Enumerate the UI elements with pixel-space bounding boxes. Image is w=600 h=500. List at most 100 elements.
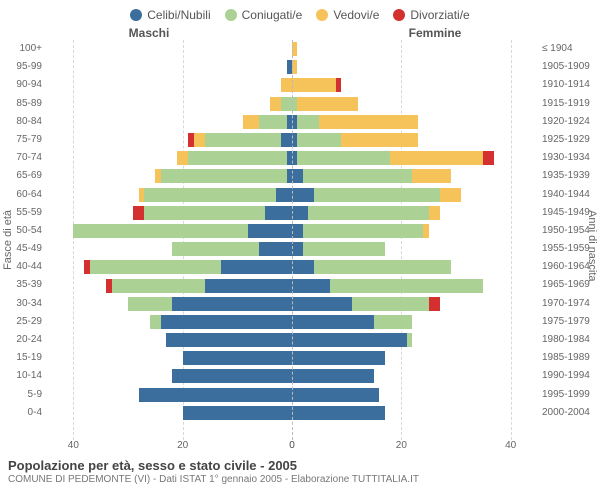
bar-row	[46, 113, 292, 131]
bar-row	[46, 186, 292, 204]
birth-year-tick: ≤ 1904	[538, 40, 600, 58]
age-tick: 100+	[0, 40, 46, 58]
bar-segment	[177, 151, 188, 165]
birth-year-tick: 1970-1974	[538, 295, 600, 313]
bar-segment	[292, 369, 374, 383]
bar-row	[46, 58, 292, 76]
legend-label: Vedovi/e	[333, 8, 379, 22]
birth-year-tick: 1980-1984	[538, 331, 600, 349]
bar-segment	[276, 188, 292, 202]
bar-segment	[292, 242, 303, 256]
bar-row	[292, 149, 538, 167]
bar-row	[46, 95, 292, 113]
age-tick: 75-79	[0, 131, 46, 149]
bar-segment	[374, 315, 412, 329]
bar-segment	[194, 133, 205, 147]
age-tick: 20-24	[0, 331, 46, 349]
bar-segment	[390, 151, 483, 165]
birth-year-tick: 1965-1969	[538, 276, 600, 294]
bar-segment	[303, 242, 385, 256]
bar-row	[292, 113, 538, 131]
bar-segment	[330, 279, 483, 293]
bar-segment	[292, 188, 314, 202]
age-tick: 70-74	[0, 149, 46, 167]
age-tick: 95-99	[0, 58, 46, 76]
females-half	[292, 40, 538, 440]
legend-item: Divorziati/e	[393, 8, 469, 22]
bar-segment	[144, 188, 275, 202]
birth-year-tick: 1910-1914	[538, 76, 600, 94]
bar-segment	[319, 115, 417, 129]
x-tick: 40	[505, 440, 516, 451]
header-male: Maschi	[46, 26, 292, 40]
legend: Celibi/NubiliConiugati/eVedovi/eDivorzia…	[0, 0, 600, 26]
age-axis: 100+95-9990-9485-8980-8475-7970-7465-696…	[0, 40, 46, 440]
bar-row	[46, 40, 292, 58]
bar-segment	[205, 133, 282, 147]
bar-segment	[292, 78, 336, 92]
bar-row	[292, 295, 538, 313]
age-tick: 15-19	[0, 349, 46, 367]
bar-segment	[303, 169, 412, 183]
bar-segment	[297, 151, 390, 165]
bar-segment	[183, 406, 292, 420]
bar-row	[46, 222, 292, 240]
age-tick: 85-89	[0, 95, 46, 113]
chart-title: Popolazione per età, sesso e stato civil…	[8, 458, 592, 473]
bar-segment	[292, 279, 330, 293]
bar-row	[292, 386, 538, 404]
bar-segment	[144, 206, 264, 220]
bar-row	[46, 167, 292, 185]
legend-item: Coniugati/e	[225, 8, 303, 22]
header-female: Femmine	[292, 26, 538, 40]
age-tick: 55-59	[0, 204, 46, 222]
bar-segment	[221, 260, 292, 274]
birth-year-tick: 1950-1954	[538, 222, 600, 240]
bar-segment	[412, 169, 450, 183]
bar-row	[46, 240, 292, 258]
bar-segment	[308, 206, 428, 220]
bar-row	[46, 404, 292, 422]
birth-year-tick: 1960-1964	[538, 258, 600, 276]
age-tick: 60-64	[0, 186, 46, 204]
bar-segment	[112, 279, 205, 293]
age-tick: 80-84	[0, 113, 46, 131]
bar-row	[292, 95, 538, 113]
bar-row	[46, 331, 292, 349]
x-tick: 20	[177, 440, 188, 451]
birth-year-tick: 1975-1979	[538, 313, 600, 331]
age-tick: 5-9	[0, 386, 46, 404]
bar-segment	[259, 242, 292, 256]
birth-year-tick: 1905-1909	[538, 58, 600, 76]
bar-segment	[155, 169, 160, 183]
bar-segment	[314, 188, 440, 202]
bar-row	[292, 349, 538, 367]
birth-year-tick: 1990-1994	[538, 367, 600, 385]
birth-year-tick: 1995-1999	[538, 386, 600, 404]
bar-segment	[265, 206, 292, 220]
bar-row	[46, 349, 292, 367]
bar-segment	[248, 224, 292, 238]
bar-row	[292, 404, 538, 422]
bar-segment	[292, 406, 385, 420]
bar-segment	[292, 260, 314, 274]
plot-area	[46, 40, 538, 440]
bar-segment	[314, 260, 451, 274]
bar-row	[46, 313, 292, 331]
age-tick: 90-94	[0, 76, 46, 94]
legend-swatch	[225, 9, 237, 21]
bar-segment	[73, 224, 248, 238]
bar-segment	[161, 315, 292, 329]
birth-year-tick: 1955-1959	[538, 240, 600, 258]
bar-segment	[188, 133, 193, 147]
bar-segment	[259, 115, 286, 129]
birth-year-tick: 1940-1944	[538, 186, 600, 204]
bar-segment	[281, 97, 292, 111]
birth-year-tick: 1935-1939	[538, 167, 600, 185]
bar-segment	[292, 351, 385, 365]
legend-item: Vedovi/e	[316, 8, 379, 22]
legend-swatch	[316, 9, 328, 21]
bar-row	[292, 240, 538, 258]
birth-year-tick: 1920-1924	[538, 113, 600, 131]
bar-segment	[292, 333, 407, 347]
